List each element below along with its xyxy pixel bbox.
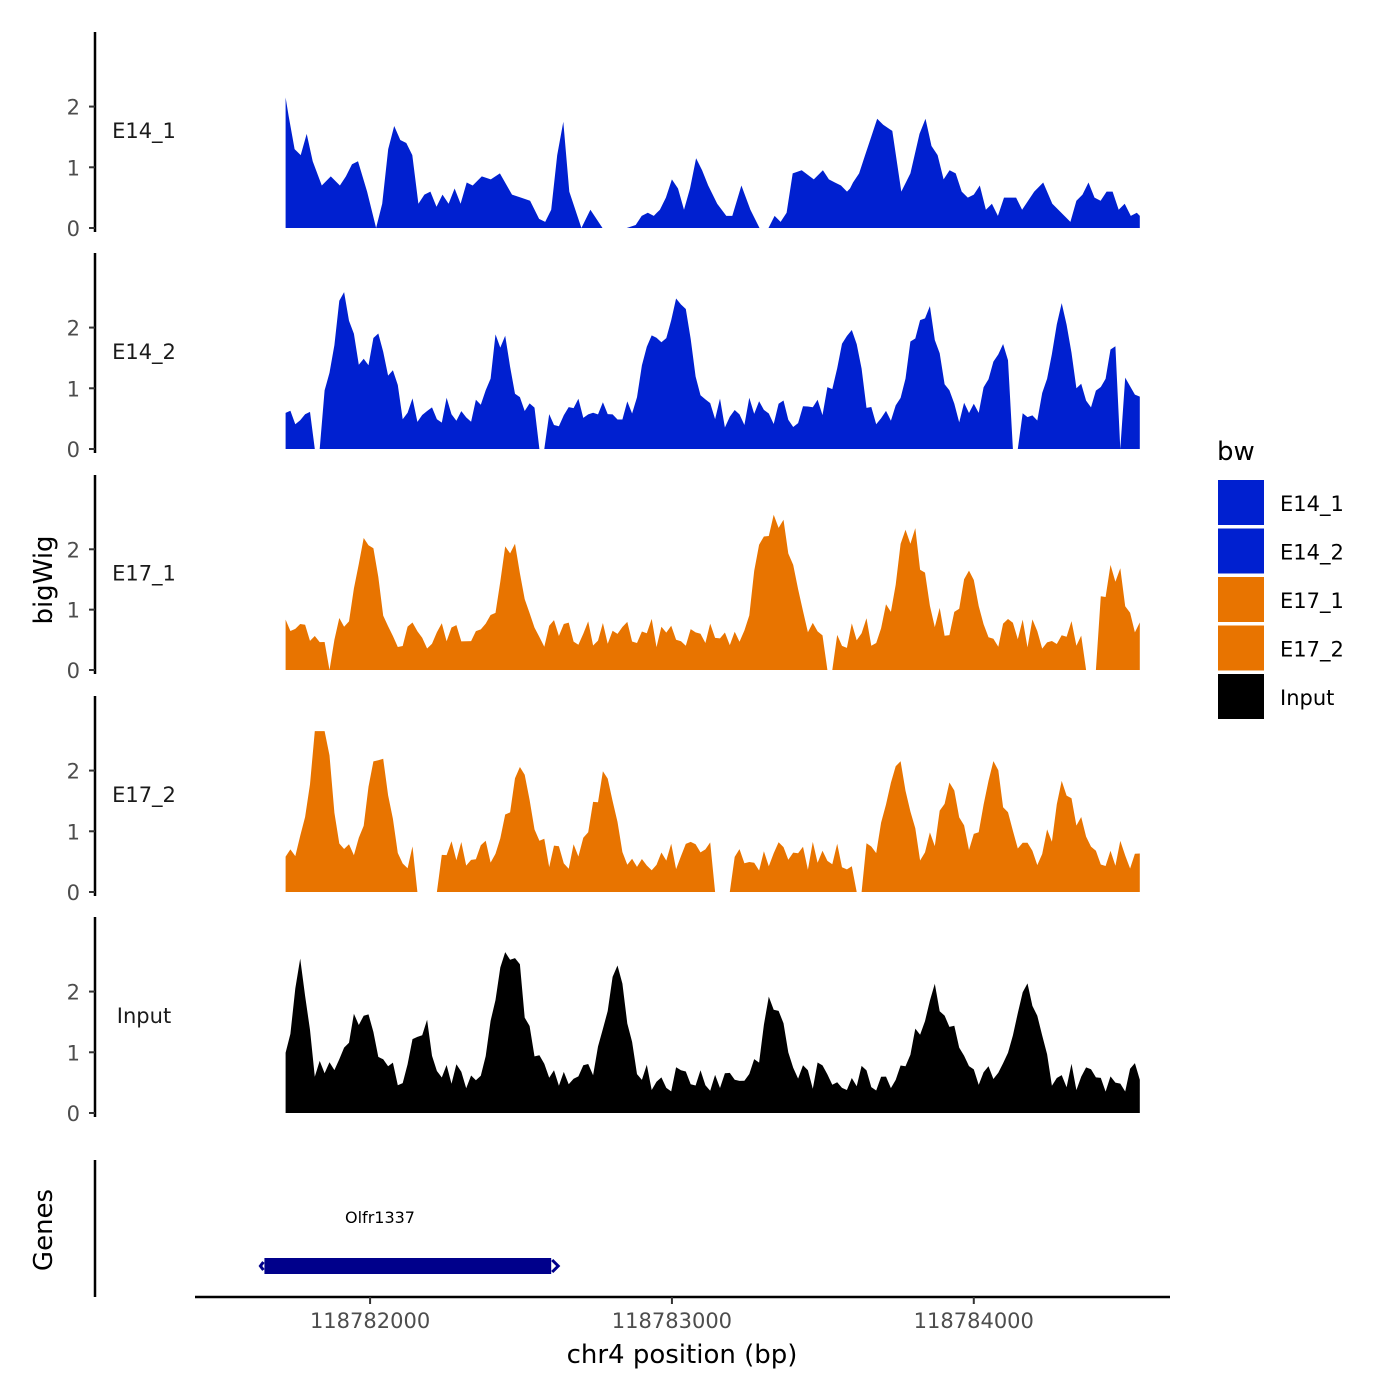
legend-item-e14-2: E14_2 (1218, 528, 1344, 574)
track-label: Input (117, 1004, 171, 1028)
y-tick-label: 0 (67, 881, 80, 905)
track-label: E17_2 (112, 783, 176, 808)
legend: E14_1 E14_2 E17_1 E17_2 Input (1218, 480, 1344, 719)
legend-label: E17_1 (1280, 589, 1344, 614)
gene-body (264, 1258, 552, 1274)
axes-layer: 0 1 2 E14_1 0 1 2 E14_2 0 1 2 E17_1 0 1 2 E17_2 0 1 2 Input… (67, 32, 1170, 1333)
coverage-area-e14-1 (285, 97, 1140, 228)
y-tick-label: 2 (67, 760, 80, 784)
y-tick-label: 0 (67, 217, 80, 241)
legend-item-e14-1: E14_1 (1218, 480, 1344, 525)
coverage-area-e17-2 (285, 731, 1140, 892)
y-tick-label: 0 (67, 1102, 80, 1126)
gene-start-marker (258, 1261, 265, 1271)
y-tick-label: 1 (67, 1041, 80, 1065)
y-tick-label: 2 (67, 96, 80, 120)
legend-item-input: Input (1218, 674, 1334, 719)
x-tick-label: 118784000 (914, 1309, 1034, 1333)
x-tick-label: 118782000 (310, 1309, 430, 1333)
tracks-layer (285, 97, 1140, 1113)
track-e17-1 (285, 514, 1140, 670)
track-label: E17_1 (112, 562, 176, 587)
y-tick-label: 2 (67, 317, 80, 341)
legend-label: E17_2 (1280, 638, 1344, 663)
y-axis-title: bigWig (29, 535, 59, 624)
gene-olfr1337 (258, 1258, 561, 1274)
legend-swatch (1218, 625, 1264, 671)
genes-axis-title: Genes (29, 1189, 59, 1271)
coverage-area-e14-2 (285, 292, 1140, 449)
track-label: E14_1 (112, 119, 176, 144)
y-tick-label: 0 (67, 659, 80, 683)
coverage-area-input (285, 952, 1140, 1113)
legend-swatch (1218, 528, 1264, 574)
track-label: E14_2 (112, 340, 176, 365)
x-axis-title: chr4 position (bp) (567, 1340, 798, 1370)
legend-item-e17-2: E17_2 (1218, 625, 1344, 671)
legend-swatch (1218, 674, 1264, 719)
y-tick-label: 1 (67, 377, 80, 401)
legend-label: E14_1 (1280, 492, 1344, 517)
y-tick-label: 1 (67, 156, 80, 180)
y-tick-label: 0 (67, 438, 80, 462)
legend-title: bw (1217, 437, 1255, 467)
track-e14-1 (285, 97, 1140, 228)
y-tick-label: 2 (67, 538, 80, 562)
x-tick-label: 118783000 (612, 1309, 732, 1333)
y-tick-label: 1 (67, 820, 80, 844)
legend-swatch (1218, 480, 1264, 525)
track-e14-2 (285, 292, 1140, 449)
coverage-area-e17-1 (285, 514, 1140, 670)
legend-label: E14_2 (1280, 541, 1344, 566)
track-input (285, 952, 1140, 1113)
gene-label: Olfr1337 (345, 1208, 415, 1227)
y-tick-label: 1 (67, 599, 80, 623)
gene-strand-arrow (551, 1258, 561, 1274)
y-tick-label: 2 (67, 981, 80, 1005)
track-e17-2 (285, 731, 1140, 892)
legend-label: Input (1280, 686, 1334, 710)
legend-swatch (1218, 577, 1264, 622)
legend-item-e17-1: E17_1 (1218, 577, 1344, 622)
